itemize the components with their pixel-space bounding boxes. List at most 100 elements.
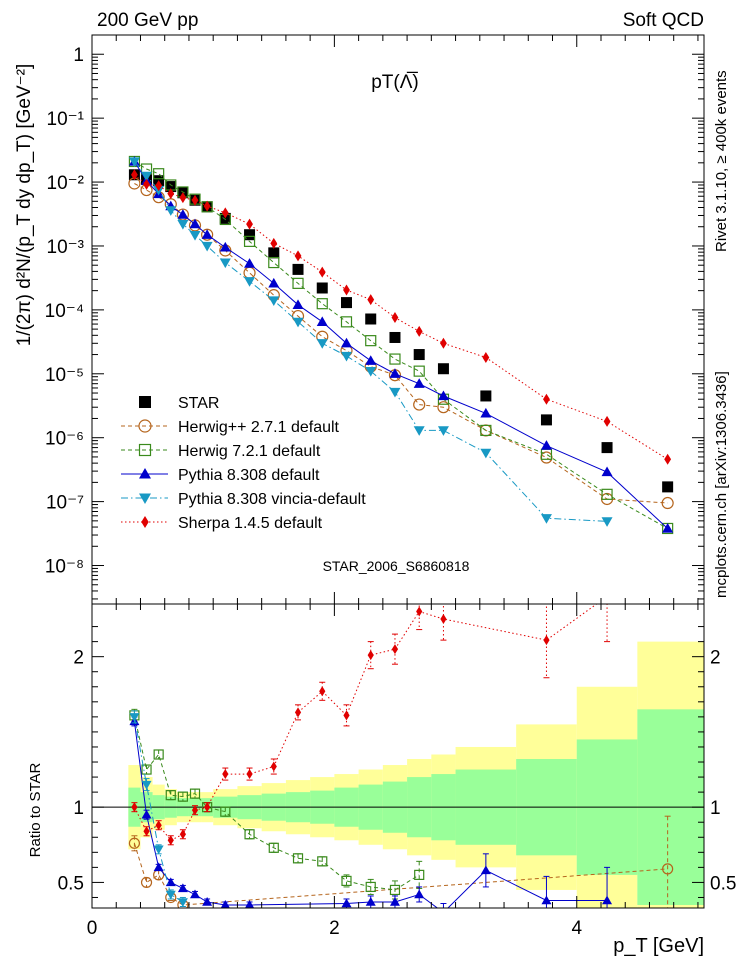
point-sherpa-1-4-5-default: [318, 266, 326, 278]
ratio-frame: [91, 603, 705, 909]
ratio-y-tick-label-right: 1: [710, 798, 721, 819]
ratio-point-herwig-7-2-1-default: [268, 842, 279, 853]
legend-marker-sherpa-1-4-5-default: [141, 516, 149, 528]
header-right: Soft QCD: [623, 10, 704, 31]
ratio-y-tick-label: 0.5: [58, 873, 84, 894]
ratio-point-sherpa-1-4-5-default: [543, 635, 550, 646]
point-star: [662, 481, 674, 493]
point-sherpa-1-4-5-default: [131, 169, 138, 181]
point-sherpa-1-4-5-default: [191, 194, 199, 206]
legend-marker-herwig-2-7-1-default: [138, 419, 152, 433]
point-star: [389, 331, 401, 343]
ratio-point-pythia-8-308-default: [480, 865, 491, 875]
ratio-point-sherpa-1-4-5-default: [131, 802, 138, 813]
point-sherpa-1-4-5-default: [482, 351, 490, 363]
ratio-point-sherpa-1-4-5-default: [191, 805, 199, 816]
point-star: [413, 349, 425, 361]
point-pythia-8-308-default: [437, 390, 449, 401]
main-ylabel: 1/(2π) d²N/(p_T dy dp_T) [GeV⁻²]: [14, 64, 35, 347]
ratio-point-sherpa-1-4-5-default: [294, 707, 302, 718]
point-sherpa-1-4-5-default: [367, 294, 375, 306]
point-pythia-8-308-default: [389, 368, 401, 378]
point-sherpa-1-4-5-default: [155, 180, 163, 192]
point-herwig-2-7-1-default: [661, 496, 674, 510]
ratio-point-herwig-2-7-1-default: [662, 863, 674, 875]
point-pythia-8-308-default: [177, 209, 189, 219]
ratio-point-pythia-8-308-default: [220, 899, 230, 908]
y-tick-label: 10⁻²: [47, 173, 85, 194]
point-star: [165, 181, 177, 193]
ratio-point-sherpa-1-4-5-default: [179, 829, 186, 840]
ratio-point-herwig-7-2-1-default: [292, 853, 304, 864]
point-herwig-7-2-1-default: [365, 335, 377, 347]
ratio-point-sherpa-1-4-5-default: [391, 644, 399, 655]
point-pythia-8-308-default: [268, 277, 280, 288]
point-herwig-7-2-1-default: [316, 298, 328, 310]
ratio-y-tick-label: 2: [73, 648, 84, 669]
ratio-point-herwig-7-2-1-default: [341, 875, 352, 887]
ratio-point-pythia-8-308-vincia-default: [129, 713, 140, 722]
point-herwig-7-2-1-default: [268, 256, 280, 269]
legend-label-star: STAR: [178, 395, 219, 412]
point-pythia-8-308-vincia-default: [244, 277, 256, 287]
point-sherpa-1-4-5-default: [221, 207, 229, 219]
point-pythia-8-308-default: [244, 258, 256, 268]
ratio-panel: 0.5 0.5 1 1 2 2 0 2 4: [58, 591, 736, 939]
point-pythia-8-308-default: [340, 337, 352, 348]
ratio-point-sherpa-1-4-5-default: [604, 591, 610, 601]
point-pythia-8-308-vincia-default: [292, 317, 304, 328]
point-herwig-7-2-1-default: [389, 353, 401, 365]
point-pythia-8-308-vincia-default: [141, 171, 153, 182]
ratio-point-herwig-2-7-1-default: [128, 837, 141, 849]
x-tick-label: 0: [87, 918, 98, 939]
line-pythia-8-308-vincia-default: [134, 161, 608, 522]
point-herwig-2-7-1-default: [540, 451, 553, 464]
main-panel: 1 10⁻¹ 10⁻² 10⁻³ 10⁻⁴ 10⁻⁵ 10⁻⁶ 10⁻⁷ 10⁻⁸: [45, 34, 705, 605]
ratio-point-sherpa-1-4-5-default: [143, 826, 150, 837]
point-pythia-8-308-vincia-default: [219, 258, 231, 269]
point-pythia-8-308-default: [413, 378, 425, 388]
ratio-point-pythia-8-308-default: [177, 883, 188, 893]
ratio-point-herwig-7-2-1-default: [153, 749, 164, 760]
analysis-watermark: STAR_2006_S6860818: [323, 558, 470, 574]
ratio-point-pythia-8-308-default: [414, 889, 425, 899]
point-herwig-7-2-1-default: [292, 277, 304, 289]
point-pythia-8-308-vincia-default: [165, 206, 177, 216]
point-sherpa-1-4-5-default: [143, 178, 150, 190]
point-pythia-8-308-default: [292, 299, 304, 309]
point-star: [316, 282, 328, 294]
ratio-point-sherpa-1-4-5-default: [416, 606, 423, 617]
point-sherpa-1-4-5-default: [294, 250, 302, 262]
point-pythia-8-308-vincia-default: [601, 517, 613, 527]
side-label-top: Rivet 3.1.10, ≥ 400k events: [713, 70, 730, 252]
ratio-point-sherpa-1-4-5-default: [319, 686, 326, 697]
point-pythia-8-308-default: [365, 355, 377, 365]
legend-label-pythia-8-308-default: Pythia 8.308 default: [178, 467, 320, 484]
ratio-point-herwig-7-2-1-default: [389, 884, 401, 896]
point-pythia-8-308-vincia-default: [480, 448, 492, 459]
ratio-point-herwig-2-7-1-default: [140, 876, 153, 889]
point-sherpa-1-4-5-default: [246, 218, 253, 230]
point-pythia-8-308-default: [316, 316, 328, 326]
ratio-point-pythia-8-308-default: [443, 907, 444, 908]
point-herwig-7-2-1-default: [243, 235, 256, 247]
point-sherpa-1-4-5-default: [664, 453, 672, 465]
ratio-point-pythia-8-308-default: [341, 898, 352, 908]
point-pythia-8-308-default: [662, 522, 674, 533]
ratio-point-herwig-7-2-1-default: [177, 791, 188, 802]
ratio-point-pythia-8-308-vincia-default: [153, 845, 164, 855]
point-pythia-8-308-default: [540, 440, 552, 450]
point-star: [480, 390, 492, 402]
point-herwig-7-2-1-default: [601, 488, 613, 500]
ratio-point-pythia-8-308-vincia-default: [165, 890, 176, 900]
point-pythia-8-308-vincia-default: [268, 296, 280, 307]
y-tick-label: 10⁻⁸: [45, 557, 84, 578]
ratio-point-sherpa-1-4-5-default: [246, 769, 253, 780]
point-herwig-7-2-1-default: [413, 365, 425, 377]
ratio-y-tick-label-right: 0.5: [710, 873, 736, 894]
ratio-point-herwig-7-2-1-default: [165, 790, 176, 801]
point-star: [365, 313, 377, 325]
legend-label-herwig-7-2-1-default: Herwig 7.2.1 default: [178, 443, 321, 460]
ratio-point-herwig-7-2-1-default: [414, 869, 425, 880]
ratio-point-pythia-8-308-default: [202, 896, 213, 906]
